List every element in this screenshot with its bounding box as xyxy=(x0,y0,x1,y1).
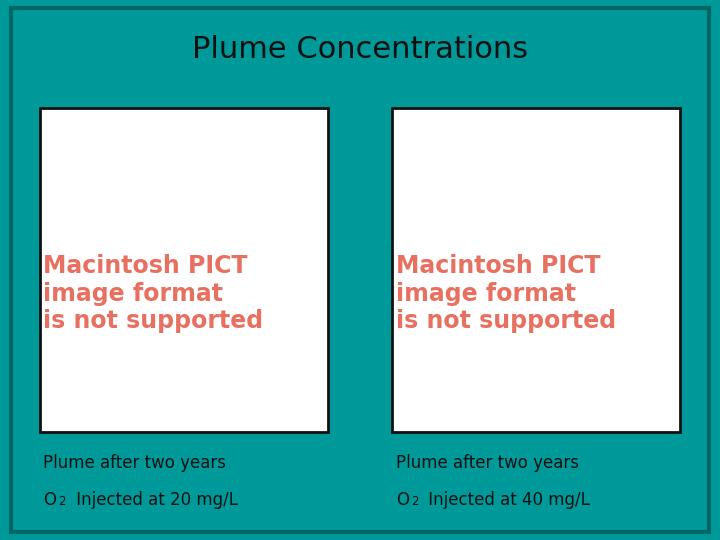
Text: Plume after two years: Plume after two years xyxy=(396,454,579,471)
Text: Plume Concentrations: Plume Concentrations xyxy=(192,35,528,64)
Bar xyxy=(40,108,328,432)
Text: Macintosh PICT
image format
is not supported: Macintosh PICT image format is not suppo… xyxy=(43,254,264,333)
Text: Macintosh PICT
image format
is not supported: Macintosh PICT image format is not suppo… xyxy=(396,254,616,333)
Text: Plume after two years: Plume after two years xyxy=(43,454,226,471)
Text: 2: 2 xyxy=(411,495,418,508)
Text: O: O xyxy=(43,491,56,509)
Bar xyxy=(392,108,680,432)
Text: Injected at 40 mg/L: Injected at 40 mg/L xyxy=(423,491,590,509)
Text: O: O xyxy=(396,491,409,509)
Text: 2: 2 xyxy=(58,495,66,508)
Text: Injected at 20 mg/L: Injected at 20 mg/L xyxy=(71,491,238,509)
